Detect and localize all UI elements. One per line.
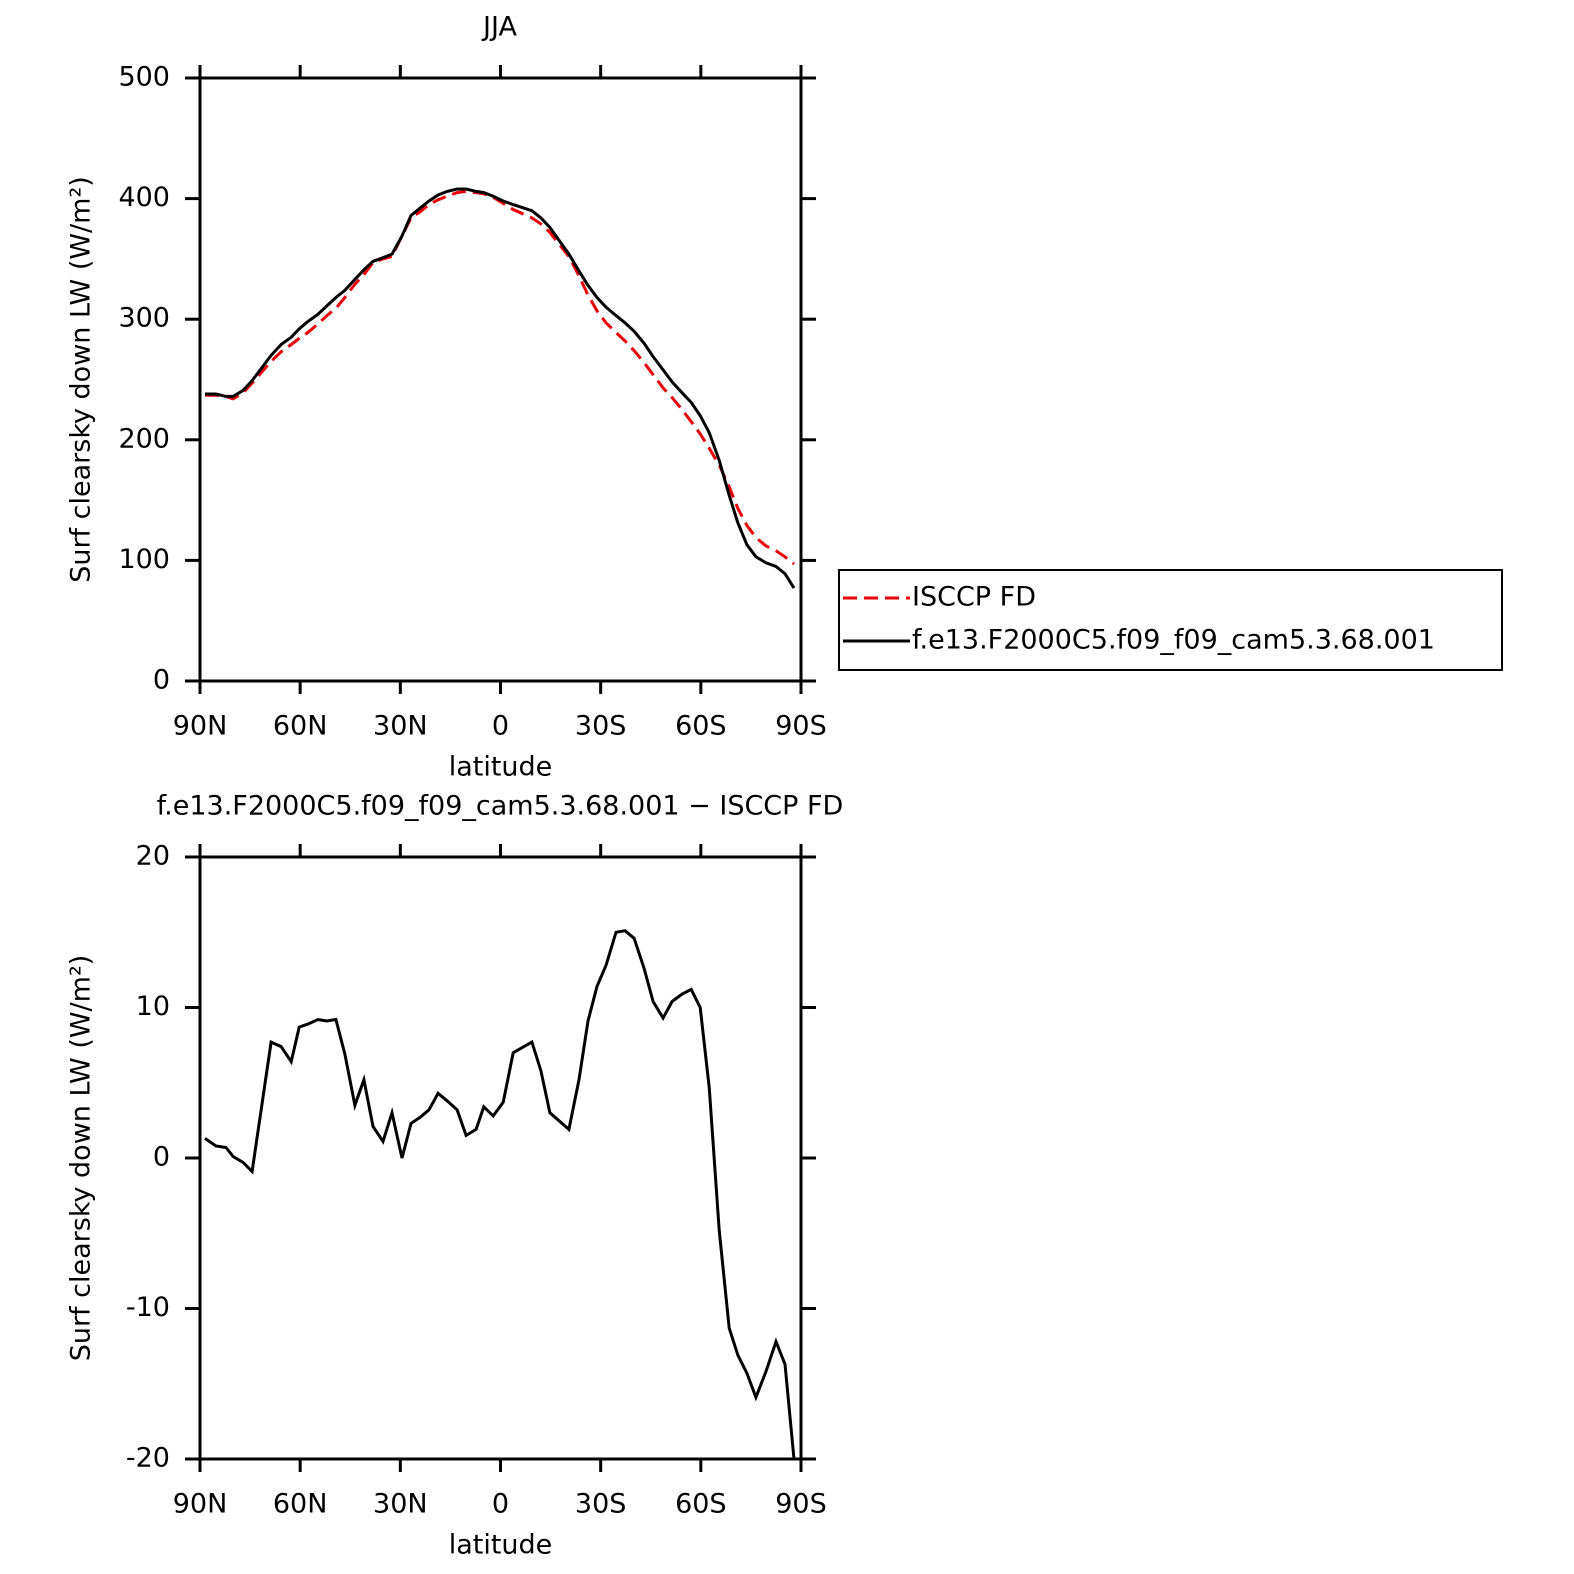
y-tick-label: 20 [136,841,170,872]
x-tick-label: 90N [173,711,228,742]
y-tick-label: 0 [153,665,170,696]
y-tick-label: 0 [153,1142,170,1173]
data-line [205,189,795,566]
x-tick-label: 30N [373,1489,428,1520]
x-tick-label: 30S [575,1489,627,1520]
y-tick-label: -20 [126,1443,170,1474]
x-tick-label: 30N [373,711,428,742]
legend-box [838,569,1503,671]
y-axis-label: Surf clearsky down LW (W/m²) [66,955,97,1362]
x-tick-label: 0 [492,711,509,742]
x-tick-label: 30S [575,711,627,742]
y-tick-label: 10 [136,991,170,1022]
x-tick-label: 60S [675,711,727,742]
y-tick-label: 300 [118,303,170,334]
x-tick-label: 90N [173,1489,228,1520]
x-tick-label: 90S [775,711,827,742]
y-tick-label: -10 [126,1292,170,1323]
legend-label: f.e13.F2000C5.f09_f09_cam5.3.68.001 [912,625,1435,656]
y-tick-label: 100 [118,544,170,575]
plot-frame [198,76,803,683]
y-tick-label: 200 [118,423,170,454]
x-axis-label: latitude [449,752,553,783]
data-line [205,187,796,589]
x-tick-label: 60N [273,711,328,742]
chart-title: f.e13.F2000C5.f09_f09_cam5.3.68.001 − IS… [157,791,844,822]
y-tick-label: 400 [118,182,170,213]
x-tick-label: 60N [273,1489,328,1520]
x-tick-label: 60S [675,1489,727,1520]
plot: JJA 0 100 200 300 400 500 90N 60N 30N 0 30S 60S 90S la… [66,12,1503,783]
y-tick-label: 500 [118,62,170,93]
legend-label: ISCCP FD [912,582,1036,613]
chart-title: JJA [481,12,517,43]
x-tick-label: 0 [492,1489,509,1520]
x-axis-label: latitude [449,1530,553,1561]
y-axis-label: Surf clearsky down LW (W/m²) [66,176,97,583]
plot-frame [198,855,803,1461]
x-tick-label: 90S [775,1489,827,1520]
plot: f.e13.F2000C5.f09_f09_cam5.3.68.001 − IS… [66,791,844,1561]
legend: ISCCP FD f.e13.F2000C5.f09_f09_cam5.3.68.… [838,569,1503,671]
data-line [204,929,796,1460]
